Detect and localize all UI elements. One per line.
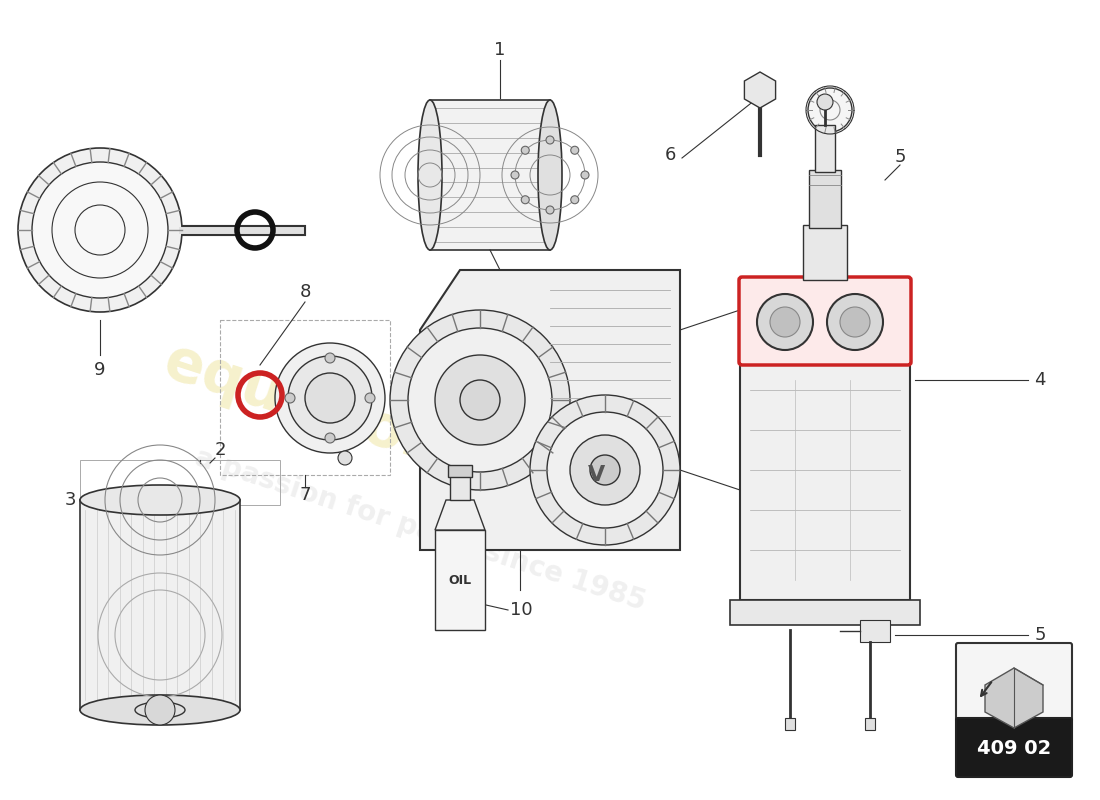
Circle shape	[590, 455, 620, 485]
Text: 8: 8	[299, 283, 310, 301]
FancyBboxPatch shape	[956, 643, 1072, 722]
Circle shape	[434, 355, 525, 445]
Bar	[808, 170, 842, 228]
Bar	[450, 475, 470, 500]
Circle shape	[365, 393, 375, 403]
Circle shape	[32, 162, 168, 298]
Text: 3: 3	[64, 491, 76, 509]
Text: 7: 7	[299, 486, 310, 504]
Text: 4: 4	[1034, 371, 1046, 389]
Circle shape	[530, 395, 680, 545]
Circle shape	[581, 171, 589, 179]
Bar	[803, 225, 847, 280]
Circle shape	[145, 695, 175, 725]
Circle shape	[817, 94, 833, 110]
Circle shape	[570, 435, 640, 505]
Text: 2: 2	[214, 441, 225, 459]
Ellipse shape	[418, 100, 442, 250]
Circle shape	[390, 310, 570, 490]
Circle shape	[324, 433, 336, 443]
Text: 409 02: 409 02	[977, 738, 1052, 758]
Text: 9: 9	[95, 361, 106, 379]
Text: equipforparts: equipforparts	[156, 333, 604, 527]
Ellipse shape	[80, 485, 240, 515]
Text: V: V	[588, 465, 606, 485]
Ellipse shape	[538, 100, 562, 250]
Bar	[430, 100, 550, 250]
Ellipse shape	[135, 702, 185, 718]
Bar	[730, 600, 920, 625]
Circle shape	[757, 294, 813, 350]
FancyBboxPatch shape	[956, 718, 1072, 777]
Text: 5: 5	[1034, 626, 1046, 644]
Circle shape	[546, 206, 554, 214]
Circle shape	[808, 88, 852, 132]
Circle shape	[547, 412, 663, 528]
Ellipse shape	[80, 695, 240, 725]
Text: a passion for parts since 1985: a passion for parts since 1985	[191, 444, 649, 616]
Text: 1: 1	[494, 41, 506, 59]
FancyBboxPatch shape	[739, 277, 911, 365]
Circle shape	[827, 294, 883, 350]
Bar	[860, 620, 890, 642]
Bar	[80, 460, 280, 505]
Text: 10: 10	[510, 601, 532, 619]
Circle shape	[18, 148, 182, 312]
Circle shape	[408, 328, 552, 472]
Circle shape	[546, 136, 554, 144]
Circle shape	[288, 356, 372, 440]
Circle shape	[840, 307, 870, 337]
Circle shape	[324, 353, 336, 363]
Circle shape	[305, 373, 355, 423]
Circle shape	[521, 196, 529, 204]
Circle shape	[285, 393, 295, 403]
Circle shape	[512, 171, 519, 179]
Polygon shape	[420, 270, 680, 550]
Bar	[815, 125, 835, 172]
Circle shape	[571, 146, 579, 154]
Circle shape	[338, 451, 352, 465]
Text: 6: 6	[664, 146, 675, 164]
Polygon shape	[984, 668, 1043, 728]
Bar	[785, 718, 795, 730]
Polygon shape	[434, 500, 485, 530]
Circle shape	[460, 380, 500, 420]
Text: OIL: OIL	[449, 574, 472, 586]
Bar	[80, 500, 240, 710]
Circle shape	[275, 343, 385, 453]
Circle shape	[770, 307, 800, 337]
Text: 5: 5	[894, 148, 905, 166]
Bar	[865, 718, 874, 730]
Bar	[434, 530, 485, 630]
Circle shape	[571, 196, 579, 204]
Bar	[448, 465, 472, 477]
Circle shape	[521, 146, 529, 154]
Bar	[740, 360, 910, 600]
Bar	[220, 320, 390, 475]
